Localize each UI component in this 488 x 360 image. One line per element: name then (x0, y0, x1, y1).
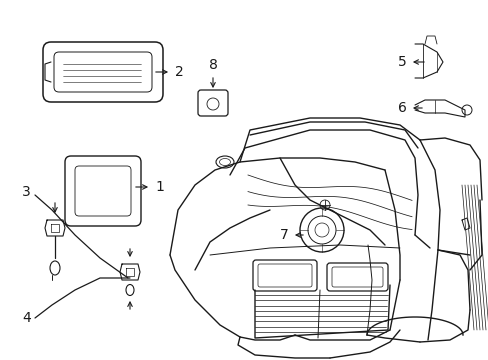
Text: 4: 4 (22, 311, 31, 325)
Text: 3: 3 (22, 185, 31, 199)
Text: 8: 8 (208, 58, 217, 72)
Text: 6: 6 (397, 101, 406, 115)
Text: 1: 1 (155, 180, 163, 194)
Text: 2: 2 (175, 65, 183, 79)
Text: 7: 7 (280, 228, 288, 242)
Text: 5: 5 (397, 55, 406, 69)
